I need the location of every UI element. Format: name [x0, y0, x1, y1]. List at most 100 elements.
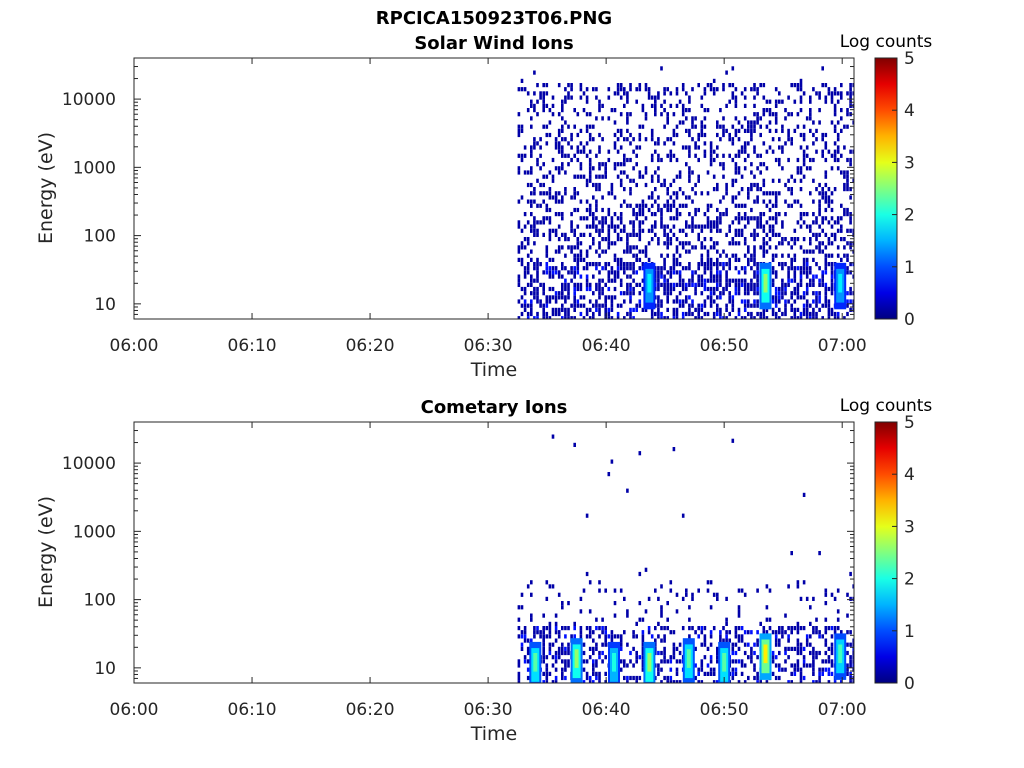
count-cell — [737, 680, 741, 683]
count-cell — [790, 630, 793, 635]
count-cell — [551, 434, 555, 439]
count-cell — [554, 199, 558, 204]
count-cell — [725, 70, 728, 75]
count-cell — [762, 112, 766, 117]
count-cell — [632, 178, 635, 183]
count-cell — [812, 274, 815, 279]
count-cell — [657, 295, 660, 300]
count-cell — [616, 257, 620, 262]
count-cell — [638, 137, 642, 142]
panel-title: Solar Wind Ions — [414, 33, 573, 54]
count-cell — [517, 124, 521, 129]
count-cell — [539, 166, 542, 171]
count-cell — [781, 262, 784, 267]
count-cell — [818, 212, 821, 217]
count-cell — [663, 124, 666, 129]
count-cell — [716, 224, 719, 229]
count-cell — [756, 274, 759, 279]
count-cell — [787, 274, 790, 279]
count-cell — [626, 116, 629, 121]
count-cell — [657, 203, 660, 208]
count-cell — [778, 178, 781, 183]
count-cell — [701, 684, 704, 688]
count-cell — [756, 675, 759, 681]
count-cell — [821, 316, 824, 319]
count-cell — [697, 174, 700, 179]
count-cell — [722, 291, 725, 296]
count-cell — [588, 212, 592, 217]
count-cell — [663, 228, 666, 233]
count-cell — [598, 145, 601, 150]
count-cell — [629, 295, 632, 300]
count-cell — [666, 116, 669, 121]
count-cell — [678, 99, 682, 104]
count-cell — [697, 282, 700, 287]
count-cell — [712, 626, 716, 631]
count-cell — [852, 91, 854, 96]
count-cell — [638, 617, 642, 622]
count-cell — [607, 116, 611, 121]
count-cell — [706, 580, 710, 585]
count-cell — [533, 199, 536, 204]
count-cell — [747, 655, 750, 660]
count-cell — [585, 311, 589, 317]
count-cell — [520, 195, 524, 200]
count-cell — [545, 124, 549, 129]
count-cell — [557, 83, 561, 88]
count-cell — [787, 282, 790, 287]
count-cell — [669, 149, 673, 154]
count-cell — [669, 630, 673, 635]
count-cell — [678, 120, 682, 125]
count-cell — [592, 237, 595, 242]
count-cell — [660, 680, 663, 683]
count-cell — [728, 153, 731, 158]
count-cell — [800, 320, 803, 324]
count-cell — [700, 626, 704, 631]
count-cell — [681, 83, 685, 88]
count-cell — [635, 307, 638, 312]
count-cell — [557, 655, 561, 660]
count-cell — [672, 650, 676, 656]
count-cell — [681, 266, 685, 271]
count-cell — [799, 646, 803, 651]
count-cell — [743, 87, 747, 92]
count-cell — [654, 588, 657, 593]
count-cell — [805, 262, 809, 267]
count-cell — [576, 299, 580, 304]
count-cell — [561, 128, 564, 133]
count-cell — [660, 157, 663, 163]
count-cell — [685, 286, 688, 292]
count-cell — [747, 262, 750, 267]
count-cell — [635, 253, 638, 258]
count-cell — [573, 307, 576, 312]
count-cell — [793, 307, 797, 312]
count-cell — [675, 195, 679, 200]
count-cell — [688, 95, 691, 100]
count-cell — [604, 655, 607, 660]
count-cell — [824, 588, 828, 593]
count-cell — [546, 684, 549, 688]
count-cell — [793, 278, 797, 283]
count-cell — [632, 320, 635, 324]
count-cell — [650, 237, 654, 242]
count-cell — [666, 199, 669, 204]
count-cell — [681, 278, 685, 283]
count-cell — [626, 157, 629, 163]
count-cell — [592, 671, 595, 676]
count-cell — [793, 228, 797, 233]
count-cell — [530, 170, 533, 175]
count-cell — [561, 675, 564, 681]
count-cell — [663, 684, 666, 688]
count-cell — [672, 216, 676, 221]
count-cell — [719, 212, 722, 217]
count-cell — [830, 650, 834, 656]
count-cell — [579, 253, 583, 258]
count-cell — [548, 228, 552, 233]
count-cell — [805, 153, 809, 158]
count-cell — [598, 626, 601, 631]
count-cell — [706, 191, 710, 196]
count-cell — [616, 87, 620, 92]
count-cell — [595, 95, 598, 100]
count-cell — [669, 282, 673, 287]
count-cell — [827, 316, 831, 319]
